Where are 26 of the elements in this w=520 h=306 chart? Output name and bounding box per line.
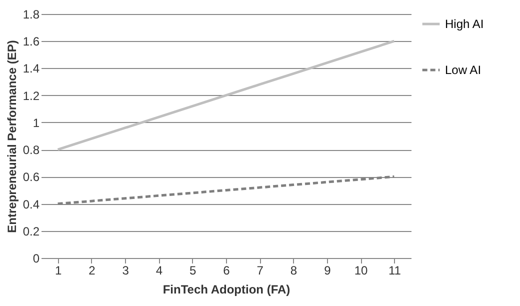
legend-label: High AI <box>445 17 484 31</box>
x-tick-label: 9 <box>324 264 332 278</box>
y-tick-label: 1.6 <box>22 34 40 49</box>
x-tick-label: 5 <box>190 264 197 278</box>
y-tick-label: 1 <box>32 116 40 130</box>
x-tick-label: 4 <box>156 264 163 278</box>
x-tick-label: 7 <box>256 264 264 278</box>
line-series <box>56 40 396 151</box>
y-tick-label: 1.2 <box>22 88 40 103</box>
x-tick-label: 3 <box>122 264 130 278</box>
y-tick-label: 0.2 <box>22 224 40 238</box>
y-tick-label: 1.4 <box>22 62 40 76</box>
legend-label: Low AI <box>445 63 482 77</box>
x-tick-label: 10 <box>354 264 368 278</box>
x-tick-label: 1 <box>54 264 62 278</box>
x-tick-label: 2 <box>88 264 96 278</box>
x-axis-title: FinTech Adoption (FA) <box>162 282 290 296</box>
y-tick-label: 0.4 <box>22 197 40 212</box>
y-tick-label: 1.8 <box>22 8 40 22</box>
x-tick-label: 11 <box>388 264 402 278</box>
x-tick-label: 8 <box>290 264 298 278</box>
y-axis-title: Entrepreneurial Performance (EP) <box>4 40 19 233</box>
y-tick-label: 0 <box>32 252 40 266</box>
y-tick-label: 0.6 <box>22 170 40 184</box>
y-tick-label: 0.8 <box>22 143 40 158</box>
x-tick-label: 6 <box>223 264 230 278</box>
